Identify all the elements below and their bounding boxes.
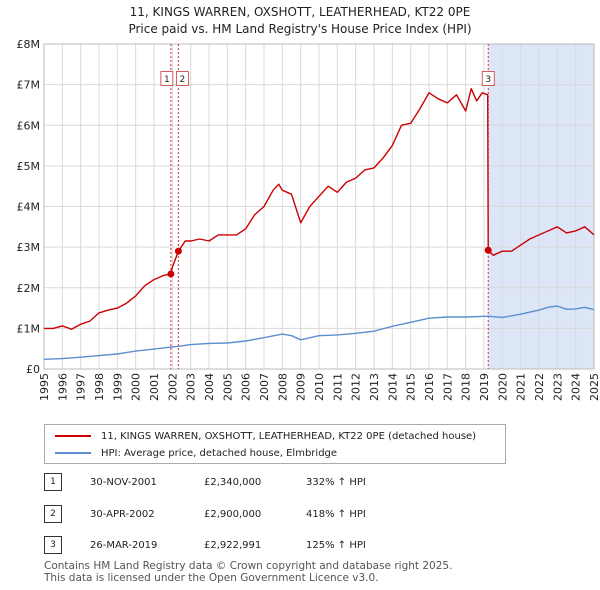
price-chart: £0 £1M £2M £3M £4M £5M £6M £7M £8M 1995 1996 1997 19… bbox=[17, 38, 600, 401]
y-tick-label: £7M bbox=[17, 79, 41, 92]
sale-label: 3 bbox=[485, 75, 491, 85]
sale-label-frame bbox=[160, 71, 174, 86]
sale-label: 2 bbox=[180, 75, 186, 85]
sale-point bbox=[484, 246, 492, 254]
y-tick-label: £4M bbox=[17, 201, 41, 214]
transaction-price: £2,922,991 bbox=[204, 539, 262, 551]
y-tick-label: £5M bbox=[17, 160, 41, 173]
footer-copyright: Contains HM Land Registry data © Crown c… bbox=[44, 560, 453, 572]
x-tick-label: 2003 bbox=[185, 373, 198, 401]
transaction-date: 30-APR-2002 bbox=[90, 508, 155, 520]
x-tick-label: 2015 bbox=[405, 373, 418, 401]
x-tick-label: 2010 bbox=[313, 373, 326, 401]
transaction-hpi: 125% ↑ HPI bbox=[306, 539, 366, 551]
x-tick-label: 2014 bbox=[386, 373, 399, 401]
x-tick-label: 2023 bbox=[551, 373, 564, 401]
x-tick-label: 2013 bbox=[368, 373, 381, 401]
plot-border bbox=[43, 43, 595, 370]
sale-label-box: 3 bbox=[481, 71, 495, 86]
price-paid-line bbox=[44, 88, 595, 330]
x-tick-label: 2007 bbox=[258, 373, 271, 401]
transaction-price: £2,340,000 bbox=[204, 476, 262, 488]
y-tick-label: £1M bbox=[17, 322, 41, 335]
chart-title: 11, KINGS WARREN, OXSHOTT, LEATHERHEAD, … bbox=[129, 5, 471, 19]
sale-point bbox=[167, 270, 175, 278]
y-tick-label: £2M bbox=[17, 282, 41, 295]
x-tick-label: 2012 bbox=[350, 373, 363, 401]
transaction-number: 2 bbox=[44, 505, 62, 523]
x-tick-label: 2024 bbox=[570, 373, 583, 401]
legend-label-hpi: HPI: Average price, detached house, Elmb… bbox=[101, 447, 338, 459]
x-tick-label: 1999 bbox=[111, 373, 124, 401]
x-tick-label: 2020 bbox=[496, 373, 509, 401]
legend-item-hpi: HPI: Average price, detached house, Elmb… bbox=[55, 445, 337, 461]
legend-swatch-price bbox=[55, 435, 91, 437]
x-tick-label: 1995 bbox=[38, 373, 51, 401]
x-tick-label: 2009 bbox=[295, 373, 308, 401]
x-tick-label: 2000 bbox=[130, 373, 143, 401]
x-tick-label: 2018 bbox=[460, 373, 473, 401]
x-tick-label: 1996 bbox=[56, 373, 69, 401]
transaction-row: 2 30-APR-2002 £2,900,000 418% ↑ HPI bbox=[44, 505, 366, 523]
x-tick-label: 2004 bbox=[203, 373, 216, 401]
x-tick-label: 2008 bbox=[276, 373, 289, 401]
x-tick-label: 2025 bbox=[588, 373, 600, 401]
x-tick-label: 2021 bbox=[515, 373, 528, 401]
transaction-number: 1 bbox=[44, 473, 62, 491]
y-tick-label: £0 bbox=[26, 363, 40, 376]
transaction-hpi: 418% ↑ HPI bbox=[306, 508, 366, 520]
x-tick-label: 1998 bbox=[93, 373, 106, 401]
sale-point bbox=[174, 247, 182, 255]
sale-label-box: 2 bbox=[175, 71, 189, 86]
hpi-line bbox=[43, 305, 595, 360]
transaction-number: 3 bbox=[44, 536, 62, 554]
transaction-date: 30-NOV-2001 bbox=[90, 476, 157, 488]
x-tick-label: 2005 bbox=[221, 373, 234, 401]
transaction-price: £2,900,000 bbox=[204, 508, 262, 520]
x-tick-label: 2022 bbox=[533, 373, 546, 401]
x-tick-label: 2017 bbox=[441, 373, 454, 401]
footer-licence: This data is licensed under the Open Gov… bbox=[44, 572, 379, 584]
transaction-date: 26-MAR-2019 bbox=[90, 539, 158, 551]
x-tick-label: 2001 bbox=[148, 373, 161, 401]
transaction-row: 3 26-MAR-2019 £2,922,991 125% ↑ HPI bbox=[44, 536, 366, 554]
y-tick-label: £3M bbox=[17, 241, 41, 254]
x-tick-label: 2002 bbox=[166, 373, 179, 401]
legend: 11, KINGS WARREN, OXSHOTT, LEATHERHEAD, … bbox=[44, 424, 506, 464]
transaction-hpi: 332% ↑ HPI bbox=[306, 476, 366, 488]
x-tick-label: 2019 bbox=[478, 373, 491, 401]
y-tick-label: £8M bbox=[17, 38, 41, 51]
x-tick-label: 2011 bbox=[331, 373, 344, 401]
legend-label-price: 11, KINGS WARREN, OXSHOTT, LEATHERHEAD, … bbox=[101, 430, 477, 442]
legend-swatch-hpi bbox=[55, 452, 91, 454]
sale-label-frame bbox=[481, 71, 495, 86]
x-tick-label: 2006 bbox=[240, 373, 253, 401]
chart-subtitle: Price paid vs. HM Land Registry's House … bbox=[128, 22, 472, 36]
sale-label: 1 bbox=[164, 75, 170, 85]
x-tick-label: 2016 bbox=[423, 373, 436, 401]
x-tick-label: 1997 bbox=[75, 373, 88, 401]
sale-label-frame bbox=[175, 71, 189, 86]
transaction-row: 1 30-NOV-2001 £2,340,000 332% ↑ HPI bbox=[44, 473, 366, 491]
y-tick-label: £6M bbox=[17, 119, 41, 132]
sale-label-box: 1 bbox=[160, 71, 174, 86]
legend-item-price: 11, KINGS WARREN, OXSHOTT, LEATHERHEAD, … bbox=[55, 428, 476, 444]
